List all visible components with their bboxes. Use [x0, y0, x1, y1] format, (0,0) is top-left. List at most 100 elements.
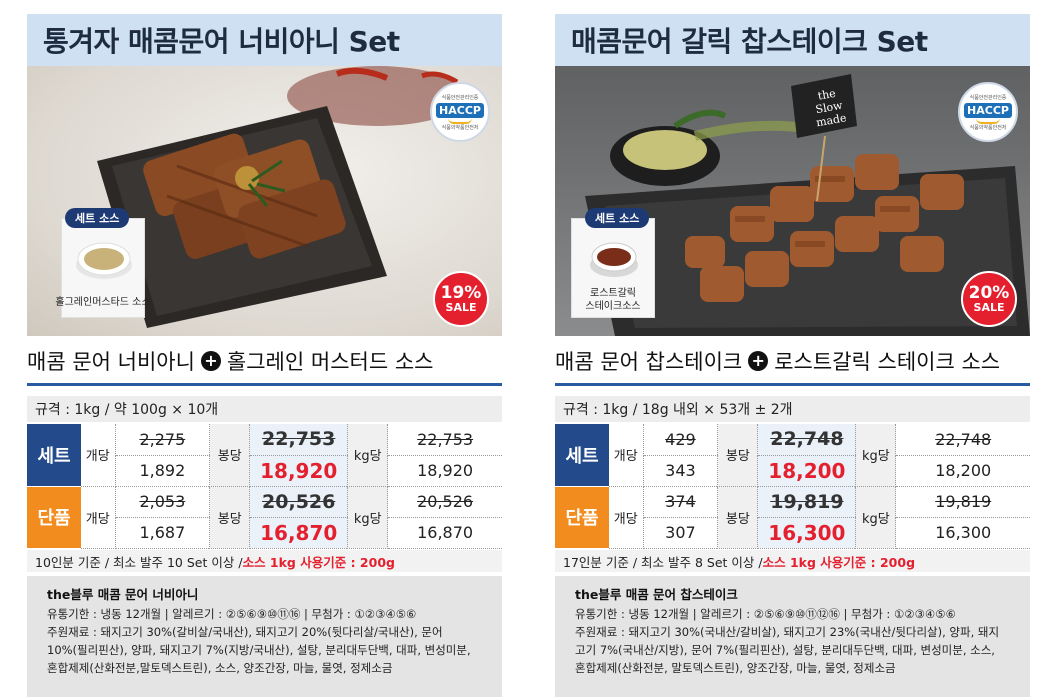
info-line: 유통기한 : 냉동 12개월 | 알레르기 : ②⑤⑥⑨⑩⑪⑯ | 무첨가 : … [47, 607, 417, 621]
spec-line: 규격 : 1kg / 18g 내외 × 53개 ± 2개 [555, 396, 1030, 422]
price-table: 세트 개당 429 봉당 22,748 kg당 22,748 343 18,20… [555, 424, 1030, 549]
set-bong-new: 18,200 [757, 455, 856, 487]
product-panel-right: 매콤문어 갈릭 찹스테이크 Set [555, 0, 1030, 697]
table-row: 세트 개당 429 봉당 22,748 kg당 22,748 [555, 424, 1030, 487]
single-each-old: 374 [643, 486, 718, 518]
set-bong-new: 18,920 [249, 455, 348, 487]
info-line: 혼합제제(산화전분, 말토덱스트린), 양조간장, 마늘, 물엿, 정제소금 [575, 661, 896, 675]
single-each-new: 1,687 [115, 517, 210, 549]
table-row: 307 16,300 16,300 [555, 517, 1030, 549]
sauce-tag: 세트 소스 [65, 208, 130, 228]
sauce-name: 홀그레인머스타드 소스 [55, 297, 151, 308]
set-kg-old: 22,753 [387, 424, 502, 456]
single-kg-new: 16,300 [895, 517, 1030, 549]
divider [27, 383, 502, 386]
set-bong-old: 22,753 [249, 424, 348, 456]
divider [555, 383, 1030, 386]
spec-line: 규격 : 1kg / 약 100g × 10개 [27, 396, 502, 422]
product-title-bar: 통겨자 매콤문어 너비아니 Set [27, 14, 502, 66]
product-info: the블루 매콤 문어 너비아니 유통기한 : 냉동 12개월 | 알레르기 :… [27, 576, 502, 697]
product-info: the블루 매콤 문어 찹스테이크 유통기한 : 냉동 12개월 | 알레르기 … [555, 576, 1030, 697]
haccp-badge: 식품안전관리인증 HACCP 식품의약품안전처 [958, 82, 1018, 142]
single-bong-old: 20,526 [249, 486, 348, 518]
info-line: 주원재료 : 돼지고기 30%(갈비살/국내산), 돼지고기 20%(뒷다리살/… [47, 625, 443, 639]
order-note: 17인분 기준 / 최소 발주 8 Set 이상 / 소스 1kg 사용기준 :… [555, 550, 1030, 572]
food-illustration [585, 74, 1030, 336]
each-label: 개당 [81, 424, 116, 487]
menu-heading: 매콤 문어 너비아니 + 홀그레인 머스터드 소스 [27, 344, 502, 378]
bong-label: 봉당 [209, 486, 251, 549]
product-title: 매콤문어 갈릭 찹스테이크 Set [571, 25, 928, 58]
info-line: 10%(필리핀산), 양파, 돼지고기 7%(지방/국내산), 설탕, 분리대두… [47, 643, 471, 657]
order-note: 10인분 기준 / 최소 발주 10 Set 이상 / 소스 1kg 사용기준 … [27, 550, 502, 572]
table-row: 단품 개당 374 봉당 19,819 kg당 19,819 [555, 486, 1030, 549]
set-label: 세트 [27, 424, 81, 487]
kg-label: kg당 [855, 486, 897, 549]
each-label: 개당 [609, 486, 644, 549]
bong-label: 봉당 [209, 424, 251, 487]
product-photo: 식품안전관리인증 HACCP 식품의약품안전처 19% SALE 세트 소스 홀… [27, 66, 502, 336]
plus-icon: + [748, 351, 769, 371]
note-red: 소스 1kg 사용기준 : 200g [762, 554, 916, 570]
single-bong-new: 16,870 [249, 517, 348, 549]
sauce-photo-box [61, 218, 145, 318]
sauce-bowl-icon [590, 242, 638, 277]
product-photo: the Slow made 식품안전관리인증 HACCP 식품의약품안전처 20… [555, 66, 1030, 336]
set-kg-old: 22,748 [895, 424, 1030, 456]
single-label: 단품 [555, 486, 609, 549]
sauce-tag: 세트 소스 [585, 208, 650, 228]
set-kg-new: 18,200 [895, 455, 1030, 487]
single-each-new: 307 [643, 517, 718, 549]
sauce-full-name: 로스트갈릭 스테이크 소스 [774, 350, 1001, 374]
set-each-old: 429 [643, 424, 718, 456]
single-each-old: 2,053 [115, 486, 210, 518]
sauce-name: 로스트갈릭 스테이크소스 [585, 288, 641, 312]
set-bong-old: 22,748 [757, 424, 856, 456]
sale-badge: 19% SALE [433, 271, 489, 327]
single-label: 단품 [27, 486, 81, 549]
note-red: 소스 1kg 사용기준 : 200g [242, 554, 395, 570]
info-line: 고기 7%(국내산/지방), 문어 7%(필리핀산), 설탕, 분리대두단백, … [575, 643, 995, 657]
each-label: 개당 [81, 486, 116, 549]
product-panel-left: 통겨자 매콤문어 너비아니 Set 식품안전관리인증 HACCP 식품의약품안전… [27, 0, 502, 697]
kg-label: kg당 [347, 486, 389, 549]
each-label: 개당 [609, 424, 644, 487]
set-label: 세트 [555, 424, 609, 487]
bong-label: 봉당 [717, 486, 759, 549]
plus-icon: + [200, 351, 221, 371]
menu-heading: 매콤 문어 찹스테이크 + 로스트갈릭 스테이크 소스 [555, 344, 1030, 378]
product-title: 통겨자 매콤문어 너비아니 Set [43, 25, 400, 58]
food-illustration [97, 66, 467, 328]
haccp-badge: 식품안전관리인증 HACCP 식품의약품안전처 [430, 82, 490, 142]
info-name: the블루 매콤 문어 너비아니 [47, 587, 199, 602]
bong-label: 봉당 [717, 424, 759, 487]
table-row: 단품 개당 2,053 봉당 20,526 kg당 20,526 [27, 486, 502, 549]
set-each-new: 1,892 [115, 455, 210, 487]
info-line: 주원재료 : 돼지고기 30%(국내산/갈비살), 돼지고기 23%(국내산/뒷… [575, 625, 1000, 639]
info-name: the블루 매콤 문어 찹스테이크 [575, 587, 738, 602]
kg-label: kg당 [347, 424, 389, 487]
single-bong-new: 16,300 [757, 517, 856, 549]
set-kg-new: 18,920 [387, 455, 502, 487]
sauce-full-name: 홀그레인 머스터드 소스 [226, 350, 434, 374]
sauce-bowl-icon [76, 242, 132, 279]
single-kg-new: 16,870 [387, 517, 502, 549]
table-row: 343 18,200 18,200 [555, 455, 1030, 487]
note-main: 10인분 기준 / 최소 발주 10 Set 이상 / [35, 554, 243, 570]
menu-name: 매콤 문어 너비아니 [27, 350, 195, 374]
table-row: 1,687 16,870 16,870 [27, 517, 502, 549]
product-title-bar: 매콤문어 갈릭 찹스테이크 Set [555, 14, 1030, 66]
kg-label: kg당 [855, 424, 897, 487]
set-each-old: 2,275 [115, 424, 210, 456]
table-row: 세트 개당 2,275 봉당 22,753 kg당 22,753 [27, 424, 502, 487]
info-line: 혼합제제(산화전분,말토덱스트린), 소스, 양조간장, 마늘, 물엿, 정제소… [47, 661, 393, 675]
single-kg-old: 20,526 [387, 486, 502, 518]
single-bong-old: 19,819 [757, 486, 856, 518]
note-main: 17인분 기준 / 최소 발주 8 Set 이상 / [563, 554, 763, 570]
sauce-photo-box [571, 218, 655, 318]
set-each-new: 343 [643, 455, 718, 487]
single-kg-old: 19,819 [895, 486, 1030, 518]
sale-badge: 20% SALE [961, 271, 1017, 327]
menu-name: 매콤 문어 찹스테이크 [555, 350, 743, 374]
table-row: 1,892 18,920 18,920 [27, 455, 502, 487]
